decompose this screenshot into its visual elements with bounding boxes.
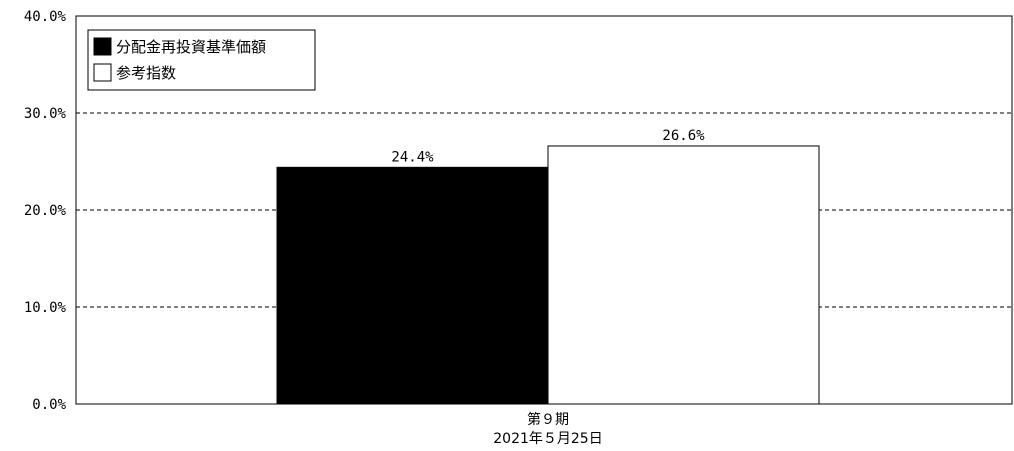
- legend: 分配金再投資基準価額 参考指数: [87, 29, 316, 91]
- y-tick-label: 40.0%: [24, 9, 67, 25]
- bar-value-label: 26.6%: [662, 128, 705, 144]
- y-tick-label: 20.0%: [24, 203, 67, 219]
- legend-swatch-nav: [93, 37, 112, 56]
- y-axis-ticks: 0.0% 10.0% 20.0% 30.0% 40.0%: [24, 9, 67, 413]
- x-axis-labels: 第９期 2021年５月25日: [493, 411, 602, 447]
- x-category-label: 第９期: [527, 411, 569, 428]
- bar-nav: [276, 166, 549, 405]
- legend-label-nav: 分配金再投資基準価額: [116, 38, 266, 56]
- plot-frame: [75, 15, 1013, 405]
- legend-label-reference-index: 参考指数: [116, 64, 176, 82]
- gridlines: [76, 112, 1012, 308]
- bar-reference-index: [547, 145, 820, 405]
- legend-swatch-reference-index: [93, 63, 112, 82]
- bars: 24.4% 26.6%: [276, 128, 820, 405]
- bar-value-label: 24.4%: [391, 149, 434, 165]
- y-tick-label: 10.0%: [24, 300, 67, 316]
- legend-box: [87, 29, 316, 91]
- x-category-date: 2021年５月25日: [493, 431, 602, 447]
- y-tick-label: 30.0%: [24, 106, 67, 122]
- y-tick-label: 0.0%: [32, 397, 66, 413]
